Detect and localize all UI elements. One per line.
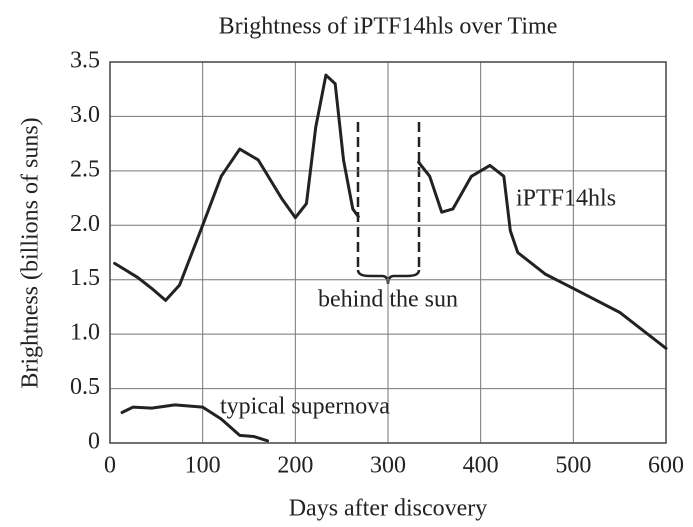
y-tick-label: 2.0 (70, 211, 100, 237)
y-axis-label: Brightness (billions of suns) (18, 117, 44, 388)
series-label: typical supernova (220, 394, 390, 420)
series-line (120, 403, 270, 443)
y-tick-label: 1.0 (70, 320, 100, 346)
x-tick-label: 500 (555, 453, 591, 479)
x-tick-label: 400 (463, 453, 499, 479)
y-tick-label: 0 (88, 429, 100, 455)
x-tick-label: 100 (185, 453, 221, 479)
series-label: iPTF14hls (516, 186, 616, 212)
y-tick-label: 0.5 (70, 374, 100, 400)
chart-title: Brightness of iPTF14hls over Time (219, 14, 558, 40)
x-tick-label: 600 (648, 453, 684, 479)
series-line (113, 73, 668, 350)
y-tick-label: 3.0 (70, 102, 100, 128)
y-tick-label: 3.5 (70, 48, 100, 74)
x-tick-label: 200 (277, 453, 313, 479)
x-tick-label: 0 (104, 453, 116, 479)
plot-frame (109, 61, 667, 444)
x-axis-label: Days after discovery (289, 496, 488, 522)
x-tick-label: 300 (370, 453, 406, 479)
y-tick-label: 2.5 (70, 156, 100, 182)
y-tick-label: 1.5 (70, 265, 100, 291)
